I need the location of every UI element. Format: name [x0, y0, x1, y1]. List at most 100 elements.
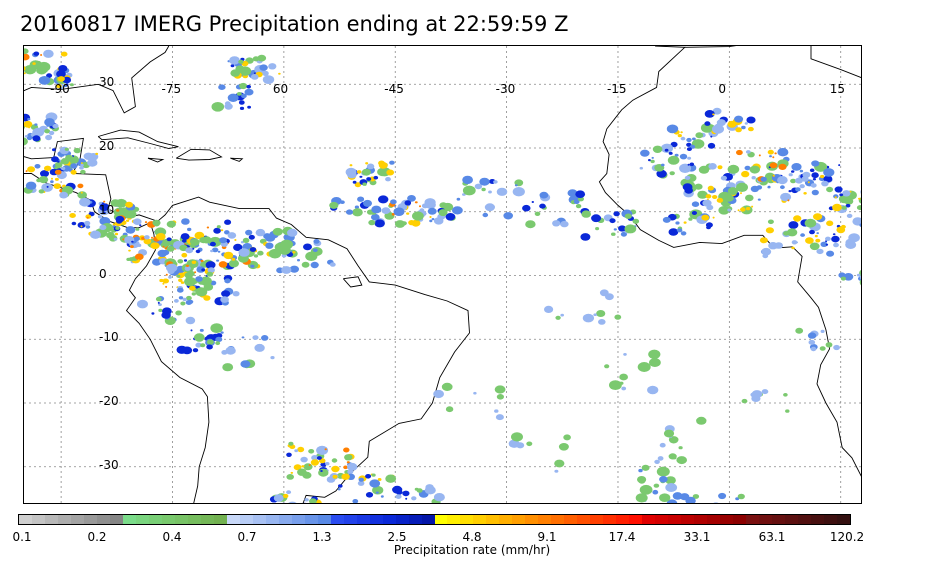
colorbar-swatch	[19, 515, 32, 524]
rain-cell	[412, 211, 424, 221]
rain-cell	[27, 166, 36, 173]
rain-cell	[191, 292, 196, 296]
rain-cell	[51, 156, 59, 163]
rain-cell	[496, 394, 504, 400]
rain-cell	[859, 223, 861, 227]
rain-cell	[734, 115, 744, 123]
rain-cell	[439, 202, 448, 209]
rain-cell	[26, 136, 33, 141]
rain-cell	[751, 395, 761, 402]
rain-cell	[215, 341, 221, 346]
rain-cell	[691, 201, 700, 207]
rain-cell	[788, 221, 799, 229]
rain-cell	[239, 82, 248, 90]
rain-cell	[799, 169, 804, 173]
rain-cell	[474, 183, 483, 190]
rain-cell	[165, 285, 168, 288]
lon-tick-label: -75	[161, 82, 182, 96]
rain-cell	[727, 187, 739, 195]
rain-cell	[659, 442, 666, 448]
colorbar-swatch	[746, 515, 760, 524]
rain-cell	[184, 272, 193, 279]
rain-cell	[374, 219, 385, 228]
rain-cell	[80, 225, 83, 228]
rain-cell	[740, 207, 746, 212]
rain-cell	[231, 257, 236, 261]
rain-cell	[320, 470, 323, 472]
rain-cell	[712, 216, 715, 219]
colorbar-swatch	[512, 515, 526, 524]
rain-cell	[261, 335, 269, 341]
rain-cell	[392, 485, 403, 494]
rain-cell	[809, 168, 815, 173]
rain-cell	[265, 234, 276, 242]
rain-cell	[727, 208, 732, 212]
rain-cell	[273, 494, 284, 502]
rain-cell	[596, 310, 606, 317]
rain-cell	[581, 210, 591, 218]
rain-cell	[380, 495, 384, 498]
rain-cell	[495, 414, 504, 421]
rain-cell	[777, 176, 788, 185]
rain-cell	[431, 218, 435, 221]
rain-cell	[143, 238, 152, 245]
rain-cell	[301, 261, 310, 268]
rain-cell	[751, 205, 754, 208]
rain-cell	[294, 449, 299, 453]
rain-cell	[820, 174, 825, 179]
rain-cell	[575, 204, 582, 209]
rain-cell	[712, 107, 722, 115]
rain-cell	[343, 465, 348, 470]
rain-cell	[297, 468, 307, 476]
colorbar-tick-label: 63.1	[758, 530, 786, 544]
rain-cell	[51, 177, 53, 180]
rain-cell	[216, 259, 220, 262]
rain-cell	[479, 177, 490, 186]
rain-cell	[624, 213, 632, 219]
colorbar-swatch	[330, 515, 344, 524]
rain-cell	[839, 193, 844, 197]
rain-cell	[242, 237, 250, 243]
rain-cell	[135, 227, 140, 231]
map-canvas	[24, 46, 861, 503]
rain-cell	[210, 323, 223, 333]
rain-cell	[352, 499, 359, 503]
rain-cell	[280, 239, 293, 250]
rain-cell	[692, 137, 696, 141]
rain-cell	[573, 199, 580, 204]
rain-cell	[720, 175, 728, 181]
rain-cell	[823, 175, 833, 183]
rain-cell	[613, 211, 620, 217]
rain-cell	[580, 233, 591, 241]
rain-cell	[834, 186, 843, 193]
rain-cell	[58, 65, 68, 72]
rain-cell	[286, 452, 292, 457]
rain-cell	[687, 163, 690, 166]
rain-cell	[736, 182, 748, 192]
rain-cell	[856, 205, 861, 211]
rain-cell	[698, 165, 710, 174]
rain-cell	[215, 336, 223, 343]
rain-cell	[807, 239, 811, 242]
rain-cell	[375, 491, 379, 494]
rain-cell	[38, 189, 45, 194]
rain-cell	[131, 240, 134, 243]
rain-cell	[43, 49, 54, 58]
rain-cell	[178, 296, 184, 300]
rain-cell	[230, 69, 240, 77]
rain-cell	[831, 235, 840, 243]
rain-cell	[210, 249, 214, 253]
rain-cell	[175, 310, 182, 316]
rain-cell	[795, 187, 801, 192]
rain-cell	[223, 251, 234, 260]
rain-cell	[69, 83, 74, 87]
colorbar-swatch	[44, 515, 58, 524]
rain-cell	[365, 492, 374, 498]
rain-cell	[712, 124, 724, 134]
rain-cell	[539, 203, 546, 209]
rain-cell	[361, 168, 371, 176]
rain-cell	[808, 339, 816, 345]
colorbar-swatch	[57, 515, 71, 524]
rain-cell	[249, 247, 257, 252]
rain-cell	[34, 123, 38, 126]
